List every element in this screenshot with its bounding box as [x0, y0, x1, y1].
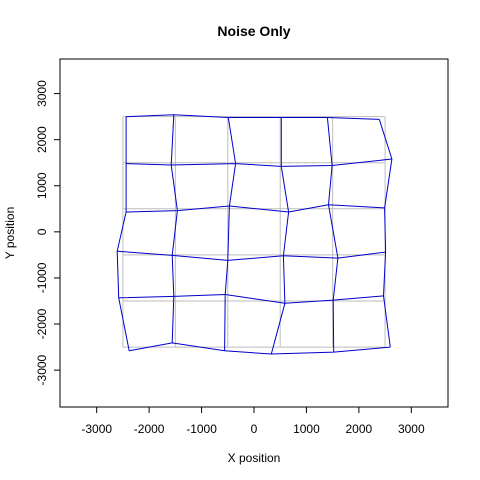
noisy-grid-row-4	[126, 158, 392, 167]
x-tick-label-6: 3000	[398, 422, 425, 436]
noisy-grid-col-1	[170, 114, 178, 343]
noisy-grid-col-5	[378, 119, 393, 348]
reference-grid	[122, 116, 386, 348]
y-tick-label-2: -1000	[35, 262, 49, 293]
y-tick-label-1: -2000	[35, 308, 49, 339]
noisy-grid-col-0	[116, 116, 130, 351]
y-tick-label-4: 1000	[35, 172, 49, 199]
x-axis-label: X position	[228, 451, 281, 465]
noisy-grid	[116, 114, 393, 355]
noisy-grid-col-3	[270, 117, 290, 355]
x-tick-label-5: 2000	[346, 422, 373, 436]
noisy-grid-row-5	[126, 114, 380, 120]
x-tick-label-2: -1000	[186, 422, 217, 436]
chart-title: Noise Only	[217, 23, 290, 39]
y-tick-label-3: 0	[35, 228, 49, 235]
x-tick-label-4: 1000	[293, 422, 320, 436]
x-axis: -3000 -2000 -1000 0 1000 2000 3000	[81, 406, 425, 436]
noisy-grid-col-2	[224, 117, 237, 351]
y-tick-label-6: 3000	[35, 80, 49, 107]
noisy-grid-row-3	[126, 204, 385, 213]
x-tick-label-1: -2000	[134, 422, 165, 436]
y-tick-label-0: -3000	[35, 354, 49, 385]
noisy-grid-col-4	[326, 117, 339, 353]
x-tick-label-0: -3000	[81, 422, 112, 436]
noisy-grid-row-0	[129, 342, 391, 355]
noisy-grid-row-2	[117, 250, 386, 261]
y-axis-label: Y position	[3, 207, 17, 259]
plot-frame	[59, 58, 449, 408]
y-tick-label-5: 2000	[35, 126, 49, 153]
noisy-grid-row-1	[118, 293, 384, 304]
x-tick-label-3: 0	[251, 422, 258, 436]
y-axis: -3000 -2000 -1000 0 1000 2000 3000	[35, 80, 61, 385]
